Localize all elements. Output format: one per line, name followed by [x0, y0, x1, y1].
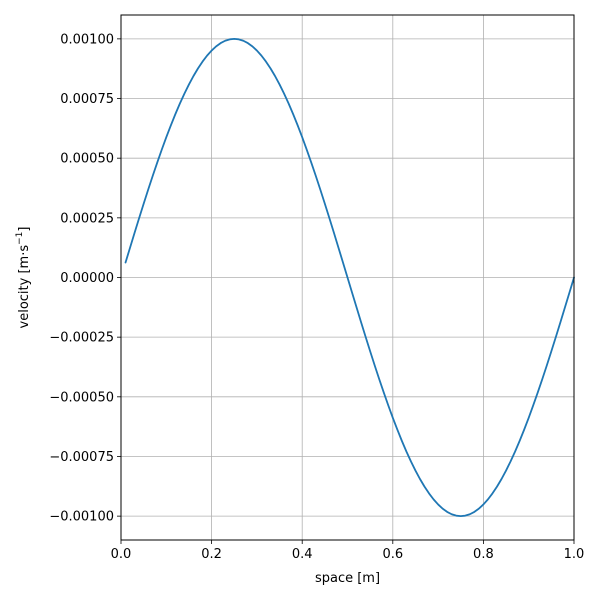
y-tick-label: 0.00000 — [60, 271, 114, 286]
x-tick-label: 0.8 — [473, 547, 494, 562]
y-tick-label: 0.00050 — [60, 152, 114, 167]
x-tick-label: 1.0 — [564, 547, 585, 562]
x-tick-label: 0.0 — [111, 547, 132, 562]
y-tick-label: 0.00100 — [60, 32, 114, 47]
y-tick-label: 0.00075 — [60, 92, 114, 107]
x-tick-label: 0.2 — [201, 547, 222, 562]
y-axis-label-main: velocity [m·s — [17, 245, 32, 329]
y-axis-label-exponent: −1 — [15, 232, 25, 245]
y-axis-label: velocity [m·s−1] — [15, 227, 32, 329]
y-axis-label-end: ] — [17, 227, 32, 232]
y-tick-label: −0.00100 — [49, 510, 114, 525]
series-layer — [124, 37, 575, 518]
y-tick-label: −0.00075 — [49, 450, 114, 465]
series-line — [124, 37, 575, 518]
y-tick-label: 0.00025 — [60, 211, 114, 226]
x-axis-label: space [m] — [315, 571, 380, 586]
y-ticks: 0.00100 0.00075 0.00050 0.00025 0.00000 −0.00… — [49, 32, 121, 525]
x-tick-label: 0.6 — [382, 547, 403, 562]
y-tick-label: −0.00050 — [49, 390, 114, 405]
x-tick-label: 0.4 — [292, 547, 313, 562]
x-ticks: 0.0 0.2 0.4 0.6 0.8 1.0 — [111, 540, 585, 562]
y-tick-label: −0.00025 — [49, 331, 114, 346]
